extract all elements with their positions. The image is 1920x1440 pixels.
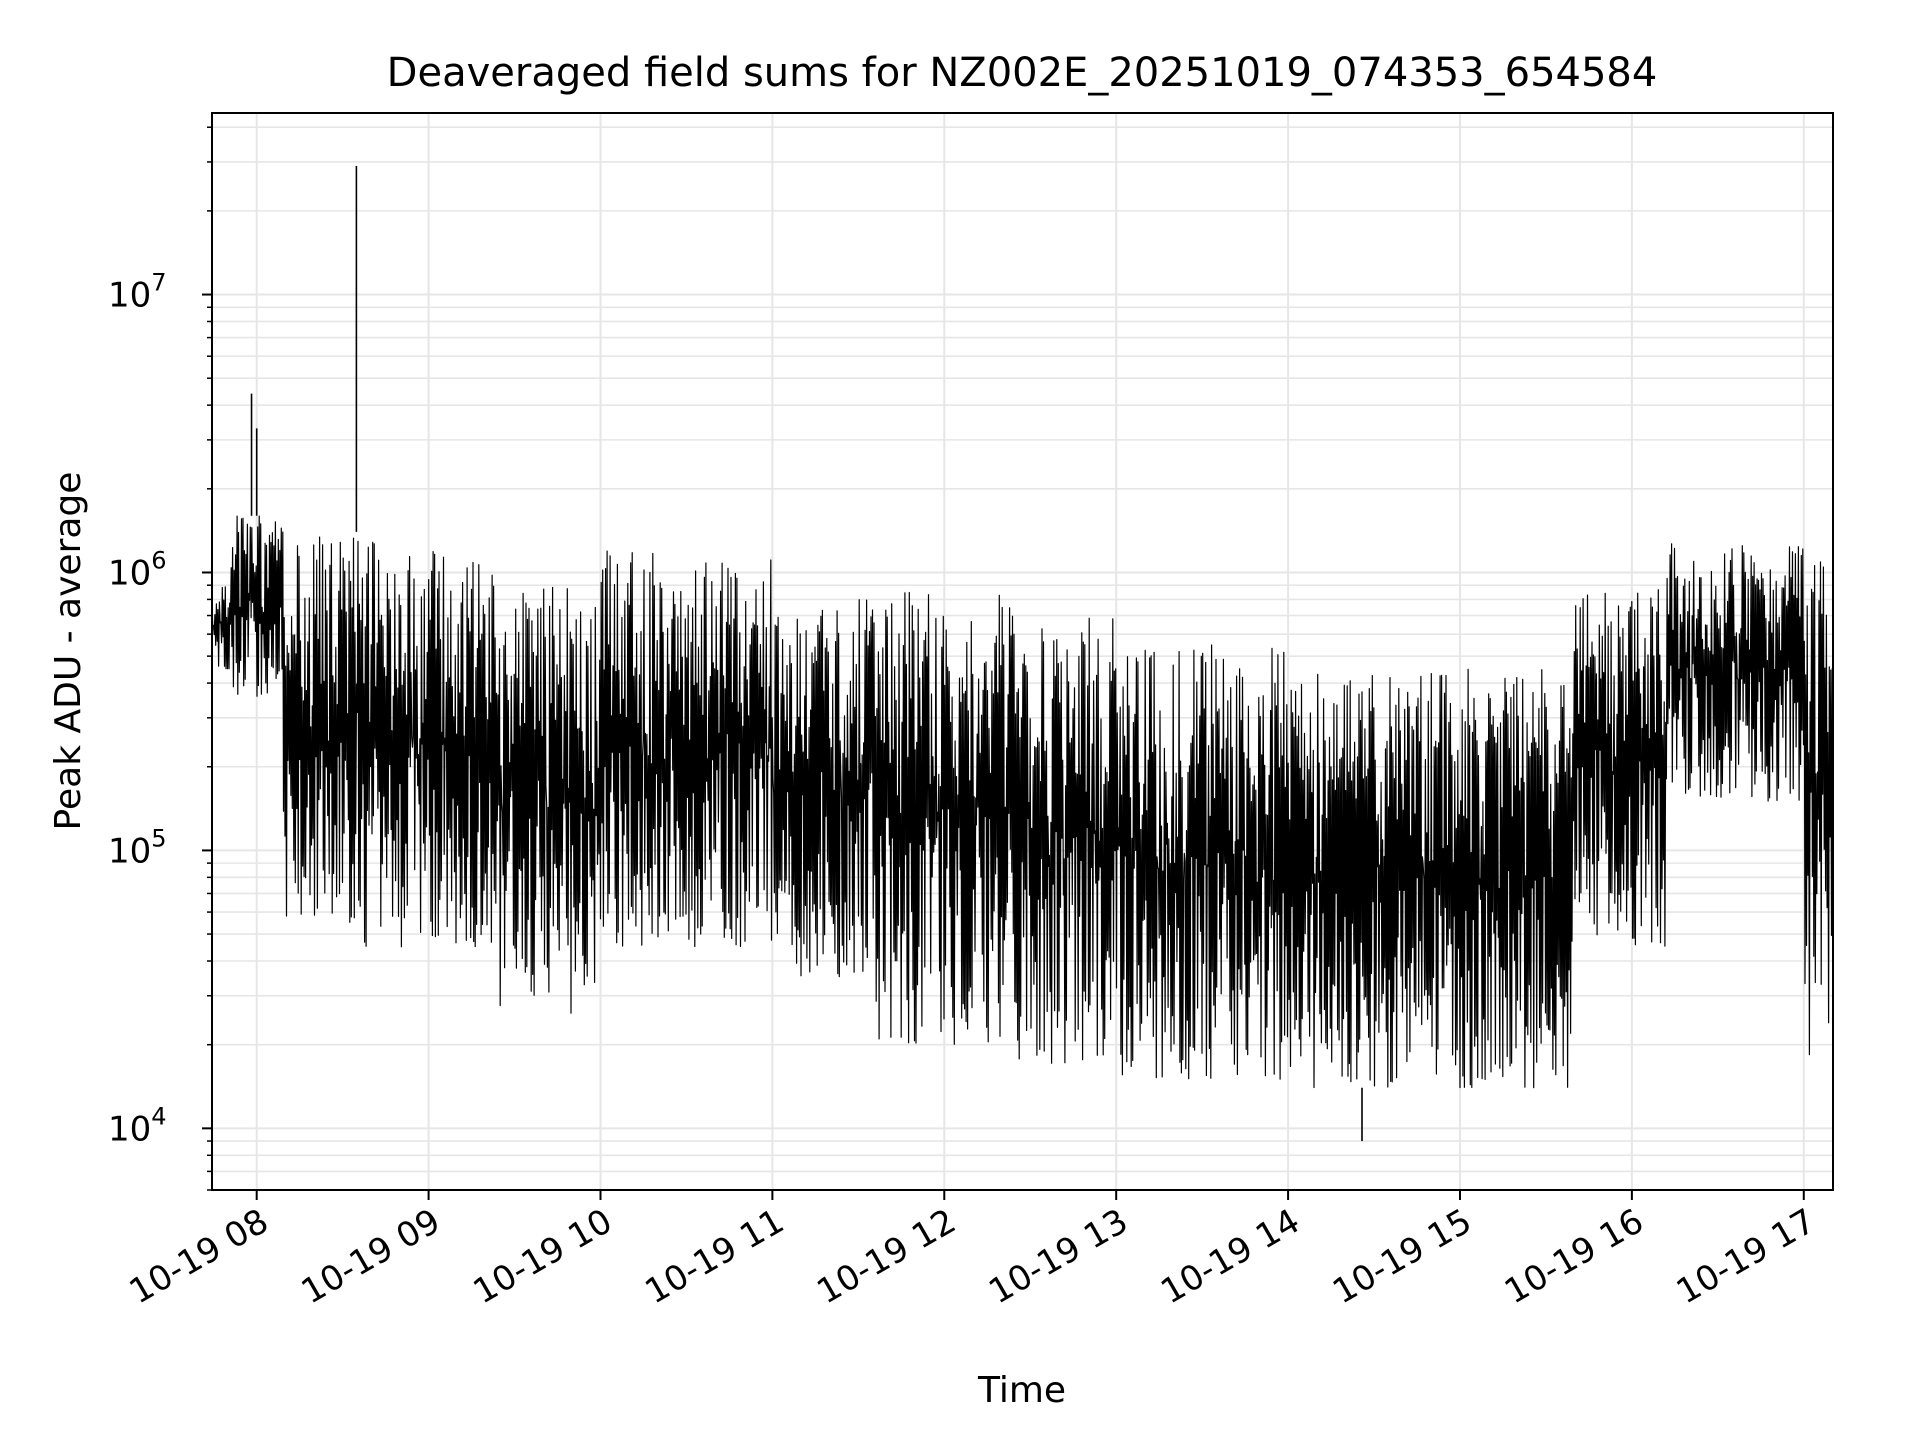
series-line [211, 515, 1834, 1089]
plot-frame [211, 112, 1834, 1191]
y-tick-label: 105 [108, 824, 167, 871]
y-tick-label: 106 [108, 546, 167, 593]
chart-title: Deaveraged field sums for NZ002E_2025101… [387, 50, 1658, 96]
y-tick-label: 104 [108, 1102, 167, 1149]
y-axis: 104 105 106 107 [108, 126, 212, 1191]
y-axis-label: Peak ADU - average [48, 472, 89, 831]
x-axis-label: Time [977, 1370, 1066, 1411]
series-peak-adu [211, 166, 1834, 1142]
y-tick-label: 107 [108, 269, 167, 316]
